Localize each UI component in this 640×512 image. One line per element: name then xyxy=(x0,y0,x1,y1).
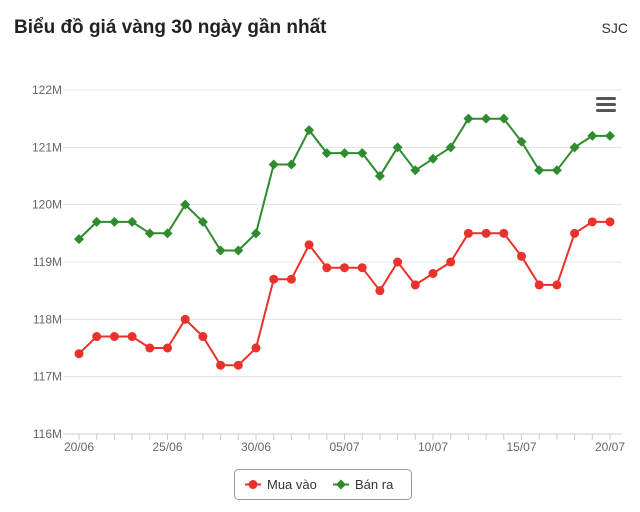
data-point-sell[interactable] xyxy=(91,216,102,227)
legend-label: Bán ra xyxy=(355,477,394,492)
legend-marker xyxy=(248,480,258,489)
data-point-buy[interactable] xyxy=(74,349,84,359)
y-tick-label: 118M xyxy=(33,312,62,326)
data-point-sell[interactable] xyxy=(569,142,580,153)
data-point-buy[interactable] xyxy=(286,274,296,284)
data-point-buy[interactable] xyxy=(322,263,332,273)
data-point-buy[interactable] xyxy=(587,217,597,227)
data-point-buy[interactable] xyxy=(393,257,403,267)
data-point-buy[interactable] xyxy=(552,280,562,290)
data-point-sell[interactable] xyxy=(516,136,527,147)
data-point-sell[interactable] xyxy=(251,228,261,239)
x-tick-label: 20/07 xyxy=(595,440,625,454)
data-point-sell[interactable] xyxy=(339,148,350,159)
data-point-sell[interactable] xyxy=(268,159,279,170)
data-point-sell[interactable] xyxy=(445,142,456,153)
x-tick-label: 10/07 xyxy=(418,440,448,454)
data-point-sell[interactable] xyxy=(410,165,421,176)
data-point-buy[interactable] xyxy=(570,228,580,238)
data-point-buy[interactable] xyxy=(446,257,456,267)
data-point-buy[interactable] xyxy=(534,280,544,290)
data-point-sell[interactable] xyxy=(215,245,226,256)
series-line-sell xyxy=(78,117,610,252)
data-point-sell[interactable] xyxy=(127,216,138,227)
data-point-sell[interactable] xyxy=(357,148,368,159)
x-tick-label: 25/06 xyxy=(152,440,182,454)
data-point-sell[interactable] xyxy=(321,148,332,159)
y-tick-label: 122M xyxy=(32,83,62,97)
y-tick-label: 119M xyxy=(33,255,62,269)
data-point-sell[interactable] xyxy=(605,130,615,141)
data-point-sell[interactable] xyxy=(428,153,438,164)
brand-label: SJC xyxy=(601,20,628,36)
data-point-sell[interactable] xyxy=(374,171,385,181)
data-point-buy[interactable] xyxy=(145,343,155,353)
y-tick-label: 117M xyxy=(33,370,62,384)
legend-box xyxy=(234,469,412,500)
grid-lines xyxy=(63,89,622,435)
legend: Mua vào Bán ra xyxy=(234,469,412,500)
data-point-buy[interactable] xyxy=(375,286,385,296)
x-tick-label: 30/06 xyxy=(241,440,271,454)
data-point-buy[interactable] xyxy=(163,343,172,353)
y-tick-label: 121M xyxy=(32,140,62,154)
data-point-sell[interactable] xyxy=(534,165,545,176)
page-title: Biểu đồ giá vàng 30 ngày gần nhất xyxy=(14,17,327,38)
data-point-sell[interactable] xyxy=(286,159,297,170)
legend-item-sell[interactable]: Bán ra xyxy=(333,477,394,492)
hamburger-menu-icon[interactable] xyxy=(596,97,616,112)
legend-label: Mua vào xyxy=(267,477,317,492)
data-point-buy[interactable] xyxy=(198,332,208,342)
data-point-buy[interactable] xyxy=(92,332,102,342)
y-tick-label: 116M xyxy=(33,427,62,441)
data-point-buy[interactable] xyxy=(499,228,509,238)
data-point-buy[interactable] xyxy=(304,240,314,250)
data-point-buy[interactable] xyxy=(340,263,349,273)
data-point-buy[interactable] xyxy=(233,360,243,370)
data-point-sell[interactable] xyxy=(233,245,244,256)
data-point-buy[interactable] xyxy=(357,263,367,273)
series-line-buy xyxy=(78,220,610,367)
data-point-sell[interactable] xyxy=(162,228,173,239)
data-point-sell[interactable] xyxy=(392,142,403,153)
data-point-buy[interactable] xyxy=(517,251,526,261)
y-tick-label: 120M xyxy=(32,198,62,212)
data-point-sell[interactable] xyxy=(144,228,155,239)
data-point-sell[interactable] xyxy=(180,199,191,210)
legend-marker xyxy=(336,479,346,490)
data-point-buy[interactable] xyxy=(605,217,615,227)
data-point-sell[interactable] xyxy=(498,113,509,124)
data-point-buy[interactable] xyxy=(463,228,473,238)
data-point-sell[interactable] xyxy=(304,125,315,136)
data-point-sell[interactable] xyxy=(481,113,492,124)
gold-price-chart: 116M 117M 118M 119M 120M 121M 122M 20/06 25/06 3… xyxy=(32,83,625,500)
data-point-sell[interactable] xyxy=(74,234,84,245)
y-axis: 116M 117M 118M 119M 120M 121M 122M xyxy=(32,83,62,441)
data-point-sell[interactable] xyxy=(109,216,120,227)
data-point-buy[interactable] xyxy=(269,274,279,284)
data-point-sell[interactable] xyxy=(551,165,562,176)
x-axis: 20/06 25/06 30/06 05/07 10/07 15/07 20/07 xyxy=(63,433,625,454)
x-tick-label: 15/07 xyxy=(506,440,536,454)
data-point-sell[interactable] xyxy=(197,216,208,227)
data-point-sell[interactable] xyxy=(587,130,598,141)
series-layer xyxy=(74,113,615,370)
legend-item-buy[interactable]: Mua vào xyxy=(245,477,317,492)
data-point-buy[interactable] xyxy=(481,228,491,238)
data-point-buy[interactable] xyxy=(251,343,261,353)
data-point-buy[interactable] xyxy=(109,332,119,342)
x-tick-label: 05/07 xyxy=(329,440,359,454)
data-point-sell[interactable] xyxy=(463,113,474,124)
data-point-buy[interactable] xyxy=(127,332,137,342)
x-tick-label: 20/06 xyxy=(64,440,94,454)
data-point-buy[interactable] xyxy=(216,360,226,370)
chart-header: Biểu đồ giá vàng 30 ngày gần nhất SJC xyxy=(0,0,640,60)
data-point-buy[interactable] xyxy=(428,268,438,278)
data-point-buy[interactable] xyxy=(180,314,190,324)
data-point-buy[interactable] xyxy=(410,280,420,290)
